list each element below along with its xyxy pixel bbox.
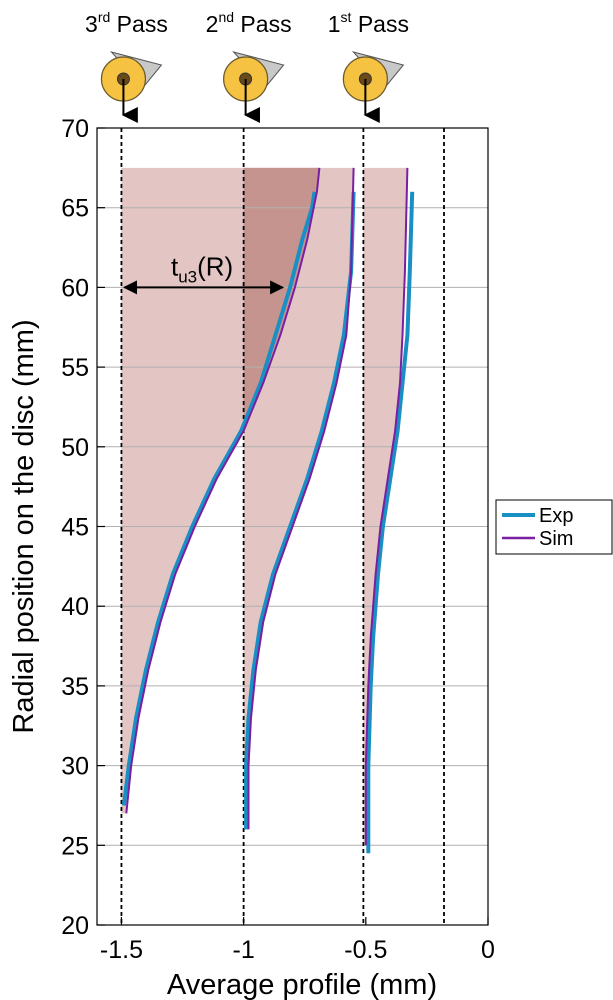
pass-label-num: 3 <box>85 11 98 37</box>
y-tick-label: 40 <box>61 593 89 621</box>
axis-ticks: -1.5 -1 -0.5 0 20 25 30 35 40 45 50 55 60 65 70 <box>61 115 495 964</box>
shaded-region-3 <box>243 167 320 431</box>
thickness-label-sub: u3 <box>178 267 197 286</box>
pass-label-word: Pass <box>351 11 409 37</box>
pass-labels: 3rd Pass 2nd Pass 1st Pass <box>85 9 409 37</box>
y-tick-label: 60 <box>61 274 89 302</box>
x-tick-label: -1 <box>233 936 255 964</box>
y-tick-label: 25 <box>61 832 89 860</box>
y-tick-label: 55 <box>61 354 89 382</box>
pass-label-sup: rd <box>98 9 110 25</box>
y-tick-label: 70 <box>61 115 89 143</box>
shaded-region-2 <box>363 167 408 846</box>
sim-curve-0 <box>125 167 321 814</box>
thickness-label-rest: (R) <box>197 251 233 281</box>
x-tick-label: 0 <box>481 936 495 964</box>
sim-curve-1 <box>247 167 355 830</box>
exp-curve-0 <box>121 191 317 806</box>
y-tick-label: 35 <box>61 673 89 701</box>
roller-tool-icons <box>100 51 405 123</box>
thickness-annotation: tu3(R) <box>123 251 285 295</box>
pass-label-1st: 1st Pass <box>328 9 409 37</box>
legend-label-exp: Exp <box>539 505 573 527</box>
horizontal-grid <box>97 207 488 846</box>
legend: Exp Sim <box>495 499 613 555</box>
profile-curves <box>121 167 415 854</box>
pass-label-2nd: 2nd Pass <box>206 9 292 37</box>
pass-label-num: 2 <box>206 11 219 37</box>
legend-label-sim: Sim <box>539 528 573 550</box>
exp-curve-2 <box>366 191 415 854</box>
shaded-regions <box>121 167 408 846</box>
thickness-label-main: t <box>171 251 179 281</box>
y-tick-label: 20 <box>61 912 89 940</box>
y-tick-label: 65 <box>61 195 89 223</box>
pass-label-sup: st <box>341 9 352 25</box>
y-tick-label: 50 <box>61 434 89 462</box>
y-tick-label: 30 <box>61 753 89 781</box>
pass-label-num: 1 <box>328 11 341 37</box>
pass-label-sup: nd <box>218 9 234 25</box>
pass-label-word: Pass <box>110 11 168 37</box>
x-tick-label: -0.5 <box>344 936 387 964</box>
thickness-label: tu3(R) <box>171 251 233 286</box>
y-axis-title: Radial position on the disc (mm) <box>8 319 40 733</box>
pass-label-3rd: 3rd Pass <box>85 9 168 37</box>
x-tick-label: -1.5 <box>100 936 143 964</box>
y-tick-label: 45 <box>61 514 89 542</box>
exp-curve-1 <box>244 191 356 830</box>
sim-curve-2 <box>364 167 409 846</box>
pass-label-word: Pass <box>234 11 292 37</box>
legend-box <box>495 499 613 555</box>
x-axis-title: Average profile (mm) <box>167 969 437 1000</box>
